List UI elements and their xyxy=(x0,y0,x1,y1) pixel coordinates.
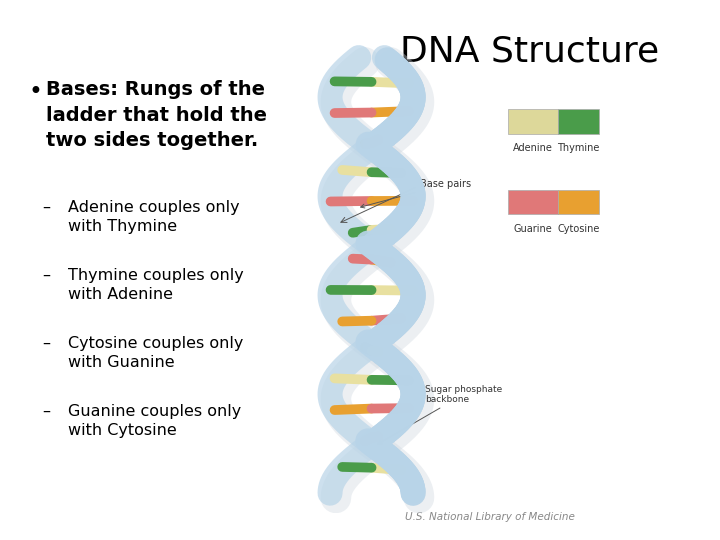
Text: •: • xyxy=(28,80,42,104)
Bar xyxy=(508,190,558,214)
Text: Cytosine couples only
with Guanine: Cytosine couples only with Guanine xyxy=(68,336,243,370)
Bar xyxy=(558,190,599,214)
Bar xyxy=(508,109,558,133)
Text: Thymine: Thymine xyxy=(557,143,600,153)
Text: Sugar phosphate
backbone: Sugar phosphate backbone xyxy=(378,384,503,444)
Text: Adenine couples only
with Thymine: Adenine couples only with Thymine xyxy=(68,200,240,234)
Text: –: – xyxy=(42,336,50,351)
Bar xyxy=(558,109,599,133)
Text: Guanine couples only
with Cytosine: Guanine couples only with Cytosine xyxy=(68,404,241,438)
Text: Adenine: Adenine xyxy=(513,143,553,153)
Text: –: – xyxy=(42,200,50,215)
Text: Cytosine: Cytosine xyxy=(557,224,600,234)
Text: Bases: Rungs of the
ladder that hold the
two sides together.: Bases: Rungs of the ladder that hold the… xyxy=(46,80,267,151)
Text: Thymine couples only
with Adenine: Thymine couples only with Adenine xyxy=(68,268,244,302)
Text: U.S. National Library of Medicine: U.S. National Library of Medicine xyxy=(405,512,575,522)
Text: –: – xyxy=(42,404,50,419)
Text: DNA Structure: DNA Structure xyxy=(400,35,660,69)
Text: –: – xyxy=(42,268,50,283)
Text: Guarine: Guarine xyxy=(513,224,552,234)
Text: Base pairs: Base pairs xyxy=(361,179,472,208)
